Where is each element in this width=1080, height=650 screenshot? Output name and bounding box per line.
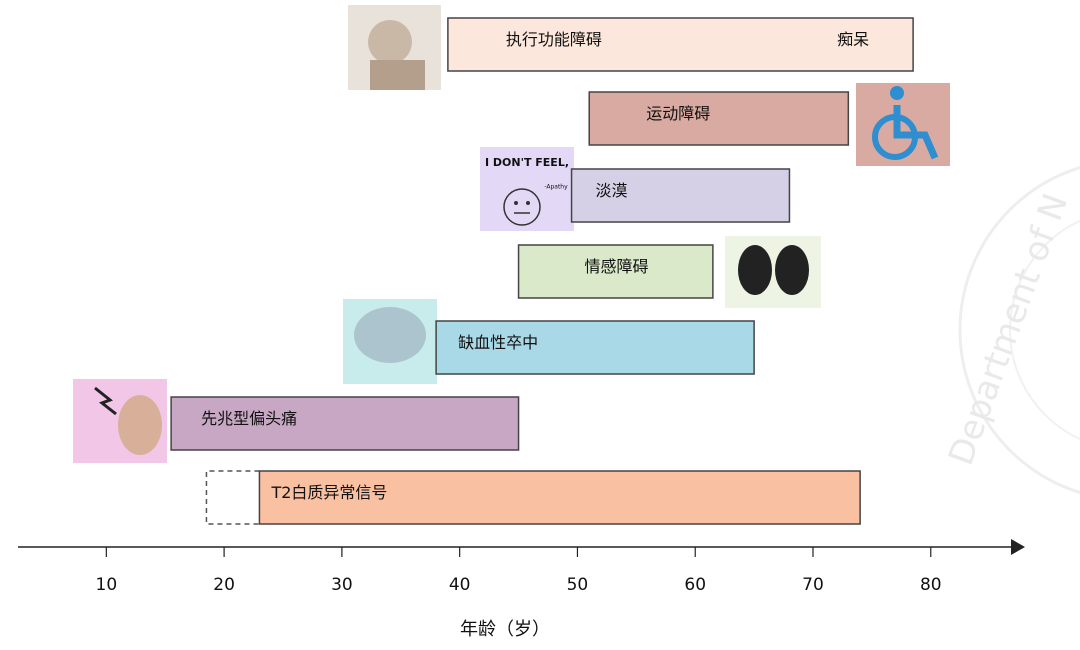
bar [447,17,914,72]
icon-apathy [480,147,574,231]
bar-label: 执行功能障碍 [506,30,602,49]
icon-elder [348,5,441,90]
icon-wheelchair [856,83,950,166]
bar [570,168,791,223]
image-text: -Apathy [544,184,568,191]
bar-label: 情感障碍 [585,257,649,276]
x-tick-label: 20 [213,575,235,595]
bar-label: 淡漠 [596,181,628,200]
watermark-seal [958,166,1080,494]
bar-label: T2白质异常信号 [270,483,387,502]
bar-label: 先兆型偏头痛 [201,409,297,428]
dashed-extension [205,470,260,525]
x-tick-label: 80 [920,575,942,595]
icon-masks [725,236,821,308]
x-tick-label: 70 [802,575,824,595]
end-label: 痴呆 [837,30,869,49]
bar-label: 运动障碍 [646,104,710,123]
x-tick-label: 60 [684,575,706,595]
bar-label: 缺血性卒中 [458,333,538,352]
x-tick-label: 30 [331,575,353,595]
icon-brain [343,299,437,384]
x-tick-label: 10 [96,575,118,595]
x-axis-label: 年龄（岁） [460,619,550,640]
icon-headache [73,379,167,463]
bar [435,320,755,375]
x-tick-label: 50 [567,575,589,595]
x-axis-arrow [1011,539,1025,555]
bar [258,470,861,525]
image-text: I DON'T FEEL, [485,156,569,169]
bar [517,244,714,299]
x-tick-label: 40 [449,575,471,595]
bar [588,91,850,146]
bar [170,396,520,451]
